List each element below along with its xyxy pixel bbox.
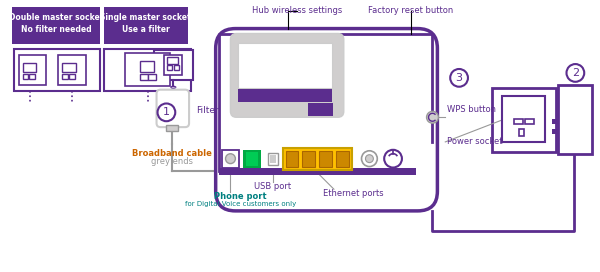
Text: Factory reset button: Factory reset button xyxy=(368,6,454,15)
Bar xyxy=(29,74,35,79)
Bar xyxy=(23,74,28,79)
Text: Double master socket: Double master socket xyxy=(9,13,103,22)
Text: WPS button: WPS button xyxy=(447,105,496,114)
Text: Ethernet ports: Ethernet ports xyxy=(323,189,384,198)
Bar xyxy=(286,151,298,166)
Bar xyxy=(218,168,416,175)
Bar xyxy=(174,65,179,70)
Bar xyxy=(283,148,352,169)
Bar xyxy=(104,49,191,91)
Bar xyxy=(164,55,182,75)
Bar xyxy=(336,151,349,166)
Bar xyxy=(238,89,332,103)
Bar xyxy=(69,74,75,79)
Bar xyxy=(308,103,333,116)
Bar xyxy=(525,119,534,124)
Bar xyxy=(19,55,46,85)
Bar xyxy=(140,74,148,80)
Text: 3: 3 xyxy=(455,73,463,83)
Circle shape xyxy=(365,155,373,163)
Text: 2: 2 xyxy=(572,68,579,78)
Text: USB port: USB port xyxy=(254,182,292,191)
Bar xyxy=(14,49,100,91)
Bar xyxy=(58,55,86,85)
Bar xyxy=(148,74,155,80)
Text: for Digital Voice customers only: for Digital Voice customers only xyxy=(185,201,296,207)
FancyBboxPatch shape xyxy=(230,33,344,117)
Bar xyxy=(514,119,523,124)
FancyBboxPatch shape xyxy=(157,90,189,127)
Text: Phone port: Phone port xyxy=(214,191,266,201)
Bar xyxy=(552,119,557,124)
Bar xyxy=(519,129,524,136)
Bar xyxy=(270,155,276,163)
Text: grey ends: grey ends xyxy=(151,157,193,166)
Text: Broadband cable: Broadband cable xyxy=(133,149,212,158)
Text: 1: 1 xyxy=(163,107,170,117)
Bar xyxy=(167,57,178,64)
Bar xyxy=(221,150,239,168)
Bar xyxy=(104,7,188,44)
Bar xyxy=(23,63,37,72)
Bar xyxy=(62,63,76,72)
Circle shape xyxy=(427,111,439,123)
Bar xyxy=(125,53,170,86)
Bar xyxy=(166,125,178,131)
Bar xyxy=(302,151,315,166)
Bar xyxy=(502,95,545,142)
Bar xyxy=(243,150,261,168)
Bar xyxy=(62,74,68,79)
Text: Use a filter: Use a filter xyxy=(122,25,170,34)
Bar xyxy=(552,129,557,134)
Circle shape xyxy=(226,154,235,163)
Bar xyxy=(491,88,556,152)
Bar xyxy=(154,50,193,80)
Circle shape xyxy=(362,151,377,166)
Text: Filter: Filter xyxy=(196,106,219,115)
FancyBboxPatch shape xyxy=(215,29,437,211)
Bar xyxy=(167,65,172,70)
Bar xyxy=(140,61,154,72)
Bar xyxy=(268,153,278,165)
Text: No filter needed: No filter needed xyxy=(21,25,91,34)
Text: Single master socket: Single master socket xyxy=(100,13,191,22)
Bar xyxy=(557,85,592,154)
Bar xyxy=(246,152,258,166)
Circle shape xyxy=(384,150,402,168)
Bar xyxy=(11,7,100,44)
Bar xyxy=(319,151,332,166)
Bar xyxy=(238,43,332,88)
Text: Hub wireless settings: Hub wireless settings xyxy=(253,6,343,15)
Text: Power socket: Power socket xyxy=(447,137,503,146)
